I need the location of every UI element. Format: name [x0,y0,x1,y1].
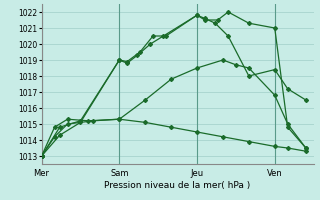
X-axis label: Pression niveau de la mer( hPa ): Pression niveau de la mer( hPa ) [104,181,251,190]
